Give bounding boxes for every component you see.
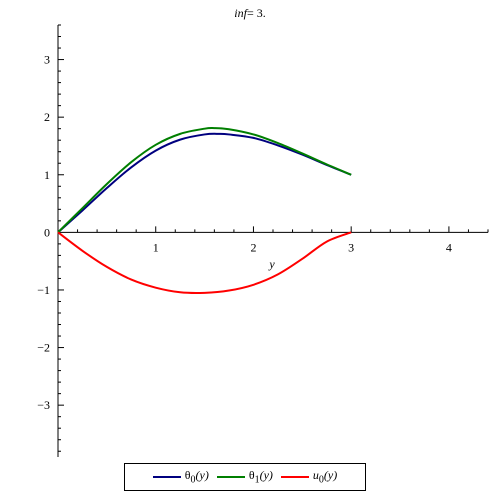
x-axis-title: y bbox=[268, 257, 275, 271]
x-tick-label: 3 bbox=[348, 240, 354, 254]
x-tick-label: 4 bbox=[446, 240, 452, 254]
legend-swatch-theta1 bbox=[216, 475, 245, 478]
chart-title: inf= 3. bbox=[234, 6, 265, 20]
y-tick-label: 2 bbox=[44, 110, 50, 124]
legend-item-theta0: θ0(y) bbox=[152, 468, 209, 486]
x-tick-label: 1 bbox=[153, 240, 159, 254]
legend-swatch-u0 bbox=[280, 475, 309, 478]
legend-item-theta1: θ1(y) bbox=[216, 468, 273, 486]
x-tick-label: 2 bbox=[250, 240, 256, 254]
y-tick-label: −1 bbox=[37, 283, 50, 297]
series-line-u0 bbox=[57, 231, 352, 295]
legend-label-theta0: θ0(y) bbox=[184, 468, 209, 486]
y-tick-label: 3 bbox=[44, 53, 50, 67]
y-tick-label: −2 bbox=[37, 341, 50, 355]
series-line-theta1 bbox=[57, 126, 352, 234]
legend-label-theta1: θ1(y) bbox=[248, 468, 273, 486]
y-tick-label: −3 bbox=[37, 398, 50, 412]
axes: 1 2 3 4 −3 −2 −1 0 1 2 3 bbox=[37, 24, 489, 457]
legend-item-u0: u0(y) bbox=[280, 468, 338, 486]
y-tick-label: 0 bbox=[44, 225, 50, 239]
legend-swatch-theta0 bbox=[152, 475, 181, 478]
series-layer bbox=[57, 126, 352, 295]
legend-label-u0: u0(y) bbox=[312, 468, 338, 486]
series-line-theta0 bbox=[57, 132, 352, 234]
y-tick-label: 1 bbox=[44, 168, 50, 182]
legend: θ0(y) θ1(y) u0(y) bbox=[124, 463, 366, 491]
